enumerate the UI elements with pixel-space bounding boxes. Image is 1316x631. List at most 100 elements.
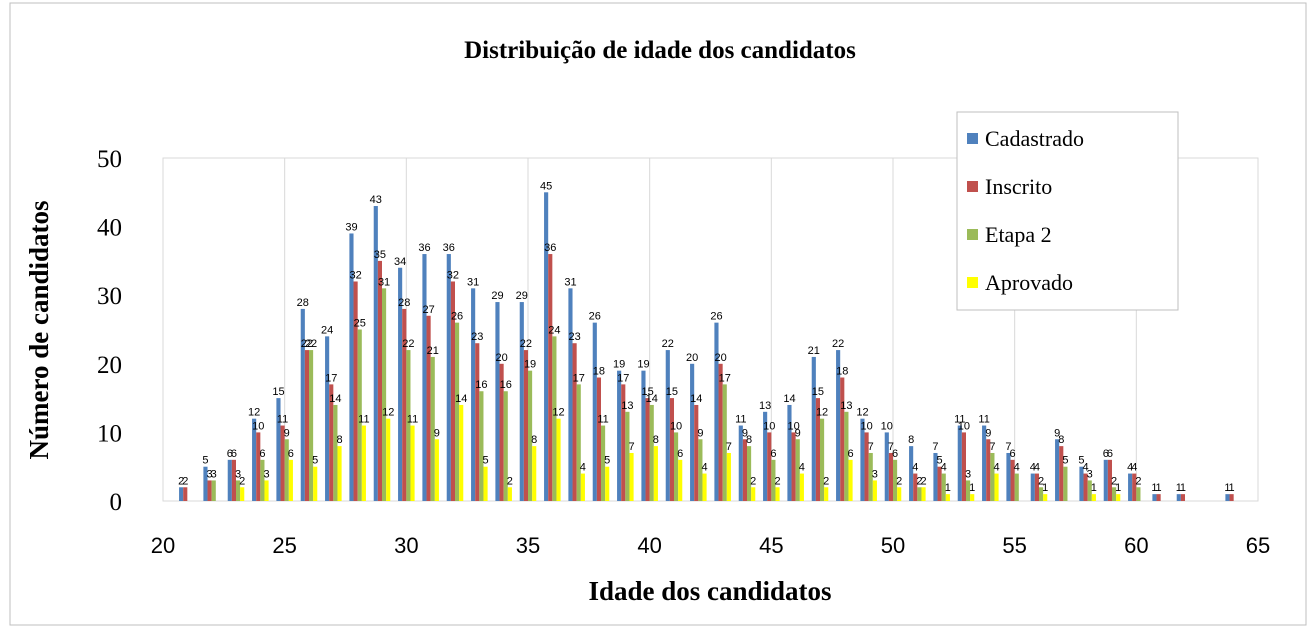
bar: [1043, 494, 1048, 501]
bar: [479, 391, 484, 501]
data-label: 5: [604, 455, 610, 467]
bar: [970, 494, 975, 501]
data-label: 10: [670, 420, 682, 432]
bar: [459, 404, 464, 501]
data-label: 1: [1115, 482, 1121, 494]
bar: [568, 288, 573, 501]
bar: [1030, 473, 1035, 501]
data-label: 6: [227, 448, 233, 460]
bar: [641, 370, 646, 501]
data-label: 14: [783, 393, 795, 405]
data-label: 12: [552, 407, 564, 419]
bar: [665, 350, 670, 501]
bar: [357, 329, 362, 501]
data-label: 9: [742, 427, 748, 439]
bar: [836, 350, 841, 501]
x-tick-label: 65: [1246, 533, 1270, 558]
bar: [1006, 452, 1011, 501]
bar: [304, 350, 309, 501]
data-label: 4: [941, 462, 947, 474]
data-label: 22: [402, 338, 414, 350]
legend-label: Etapa 2: [985, 222, 1052, 247]
data-label: 3: [207, 468, 213, 480]
data-label: 3: [965, 468, 971, 480]
legend-label: Aprovado: [985, 270, 1073, 295]
bar: [1152, 494, 1157, 501]
legend-swatch: [967, 133, 978, 144]
data-label: 32: [447, 269, 459, 281]
data-label: 14: [455, 393, 467, 405]
bar: [864, 432, 869, 501]
data-label: 1: [1042, 482, 1048, 494]
data-label: 8: [531, 434, 537, 446]
data-label: 3: [211, 468, 217, 480]
data-label: 22: [832, 338, 844, 350]
bar: [240, 487, 245, 501]
data-label: 3: [872, 468, 878, 480]
x-tick-label: 40: [637, 533, 661, 558]
bar: [402, 308, 407, 501]
bar: [702, 473, 707, 501]
bar: [694, 404, 699, 501]
x-tick-label: 50: [881, 533, 905, 558]
bar: [767, 432, 772, 501]
data-label: 2: [774, 475, 780, 487]
bar: [430, 356, 435, 501]
data-label: 6: [1107, 448, 1113, 460]
bar: [913, 473, 918, 501]
bar: [548, 254, 553, 501]
bar: [1156, 494, 1161, 501]
bar: [361, 425, 366, 501]
data-label: 5: [937, 455, 943, 467]
data-label: 4: [1083, 462, 1089, 474]
bar: [475, 343, 480, 501]
legend-box: [956, 111, 1179, 311]
data-label: 10: [860, 420, 872, 432]
data-label: 39: [345, 221, 357, 233]
bar: [909, 446, 914, 501]
bar: [718, 363, 723, 501]
data-label: 4: [799, 462, 805, 474]
x-tick-label: 45: [759, 533, 783, 558]
bar: [820, 418, 825, 501]
bar: [690, 363, 695, 501]
bar: [795, 439, 800, 501]
bar: [1107, 459, 1112, 501]
data-label: 2: [920, 475, 926, 487]
bar: [284, 439, 289, 501]
data-label: 6: [892, 448, 898, 460]
x-tick-label: 20: [151, 533, 175, 558]
bar: [1132, 473, 1137, 501]
data-label: 27: [422, 304, 434, 316]
data-label: 17: [617, 372, 629, 384]
y-tick-label: 30: [97, 283, 122, 310]
bar: [592, 322, 597, 501]
legend-swatch: [967, 277, 978, 288]
data-label: 4: [1127, 462, 1133, 474]
legend-label: Inscrito: [985, 174, 1052, 199]
data-label: 11: [735, 414, 746, 426]
x-tick-label: 30: [394, 533, 418, 558]
data-label: 11: [407, 414, 418, 426]
chart-border: [9, 2, 1307, 626]
bar: [1039, 487, 1044, 501]
data-label: 6: [231, 448, 237, 460]
legend-swatch: [967, 181, 978, 192]
data-label: 13: [759, 400, 771, 412]
data-label: 6: [847, 448, 853, 460]
data-label: 35: [374, 249, 386, 261]
data-label: 19: [637, 359, 649, 371]
bar: [994, 473, 999, 501]
data-label: 11: [277, 414, 288, 426]
data-label: 36: [544, 242, 556, 254]
data-label: 5: [1078, 455, 1084, 467]
data-label: 21: [808, 345, 820, 357]
bar: [844, 411, 849, 501]
bar: [1010, 459, 1015, 501]
bar: [596, 377, 601, 501]
data-label: 18: [593, 366, 605, 378]
data-label: 4: [701, 462, 707, 474]
bar: [576, 384, 581, 501]
x-tick-label: 35: [516, 533, 540, 558]
data-label: 15: [641, 386, 653, 398]
